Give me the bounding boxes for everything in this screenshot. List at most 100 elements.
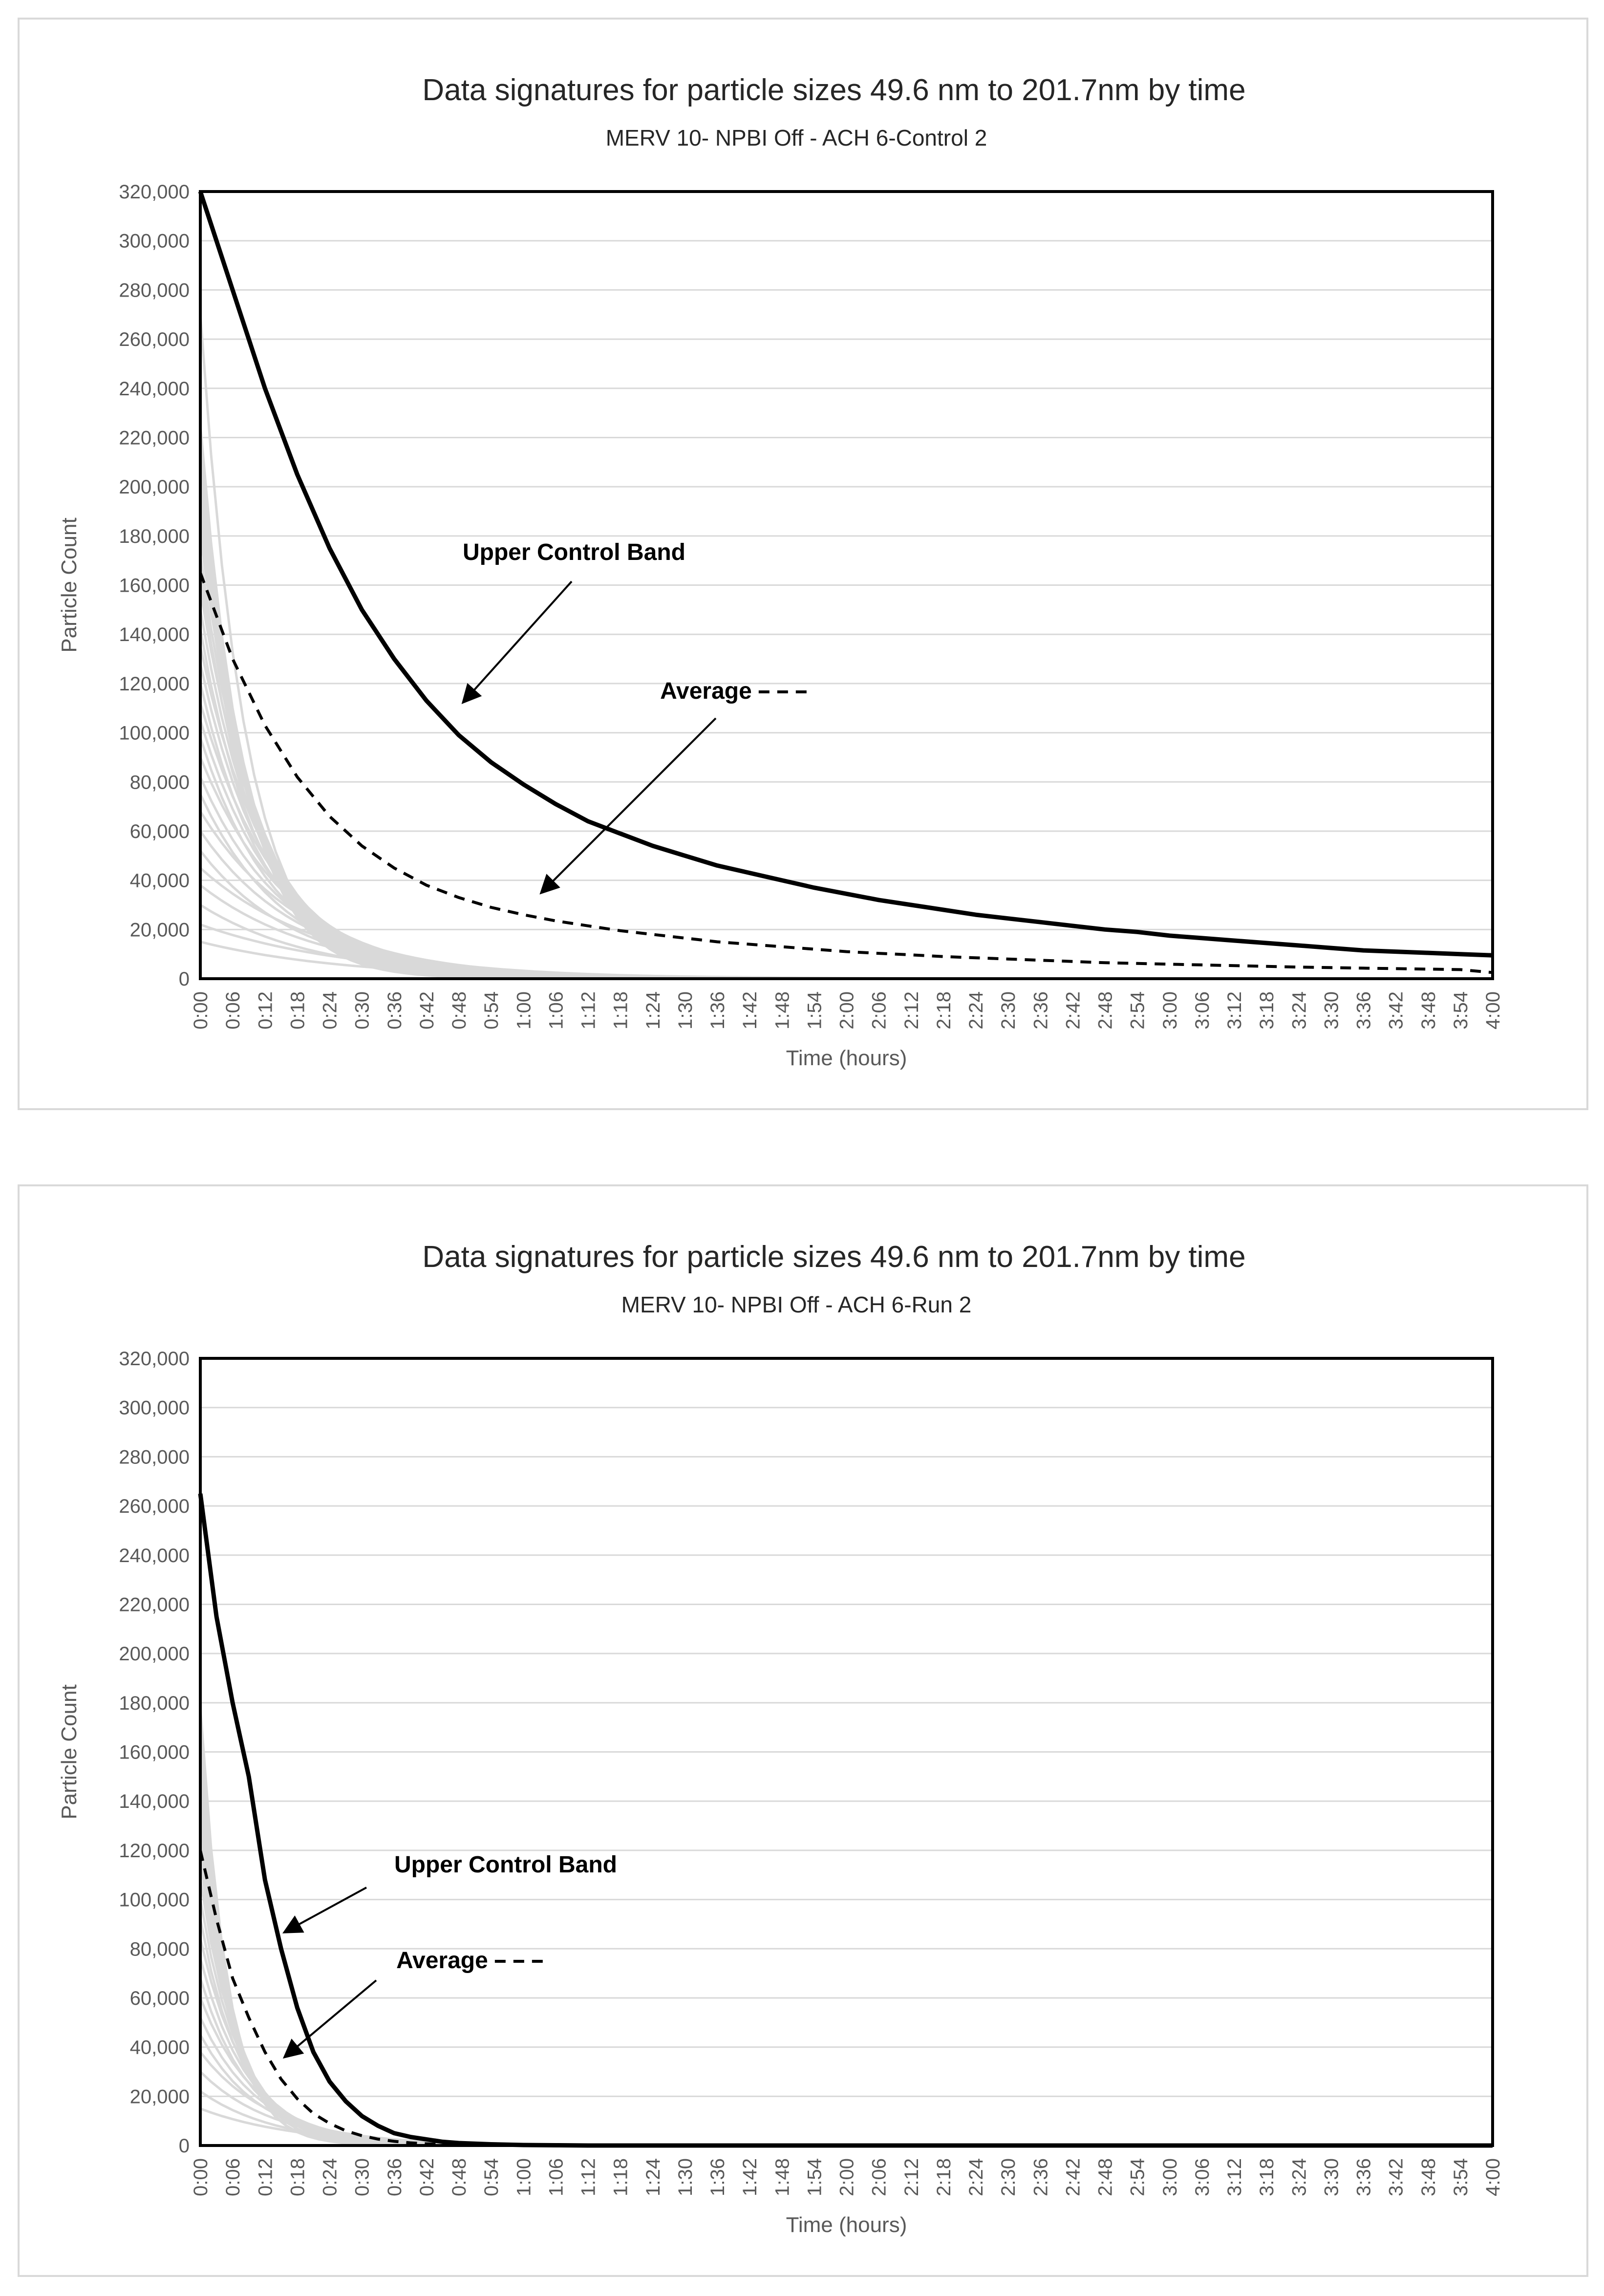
x-axis-label: Time (hours)	[786, 2213, 907, 2237]
x-tick-label: 3:00	[1159, 991, 1181, 1030]
y-tick-label: 320,000	[119, 1348, 190, 1370]
signature-line	[199, 1977, 1493, 2147]
x-tick-label: 3:48	[1418, 991, 1439, 1030]
x-tick-label: 2:54	[1127, 2158, 1149, 2196]
x-tick-label: 1:18	[610, 2158, 632, 2196]
y-tick-label: 200,000	[119, 476, 190, 498]
y-tick-label: 280,000	[119, 1446, 190, 1468]
x-tick-label: 3:06	[1192, 2158, 1213, 2196]
x-tick-label: 1:24	[642, 2158, 664, 2196]
y-tick-label: 220,000	[119, 1594, 190, 1615]
x-tick-label: 3:06	[1192, 991, 1213, 1030]
x-tick-label: 0:12	[255, 991, 276, 1030]
x-tick-label: 1:54	[804, 991, 825, 1030]
x-tick-label: 3:30	[1321, 2158, 1342, 2196]
signature-line	[199, 1958, 1493, 2147]
chart-title: Data signatures for particle sizes 49.6 …	[422, 1240, 1245, 1274]
x-tick-label: 4:00	[1482, 991, 1504, 1030]
y-tick-label: 180,000	[119, 526, 190, 547]
x-tick-label: 0:54	[481, 2158, 502, 2196]
signature-line	[199, 703, 1493, 980]
x-tick-label: 2:42	[1062, 991, 1084, 1030]
x-tick-label: 3:12	[1224, 2158, 1245, 2196]
signature-line	[199, 2017, 1493, 2147]
y-tick-label: 40,000	[130, 870, 190, 892]
x-tick-label: 0:36	[384, 2158, 406, 2196]
signature-line	[199, 1899, 1493, 2147]
signature-line	[199, 523, 1493, 980]
x-tick-label: 0:54	[481, 991, 502, 1030]
x-tick-label: 2:06	[869, 991, 890, 1030]
x-tick-label: 3:30	[1321, 991, 1342, 1030]
chart-subtitle: MERV 10- NPBI Off - ACH 6-Run 2	[621, 1292, 972, 1317]
signature-lines	[199, 1707, 1493, 2147]
x-tick-label: 2:24	[965, 991, 987, 1030]
x-tick-label: 0:06	[222, 991, 244, 1030]
signature-line	[199, 590, 1493, 980]
x-tick-label: 3:54	[1450, 991, 1472, 1030]
x-tick-label: 0:12	[255, 2158, 276, 2196]
x-tick-label: 1:06	[545, 2158, 567, 2196]
y-tick-label: 240,000	[119, 1545, 190, 1566]
x-tick-label: 3:24	[1288, 991, 1310, 1030]
y-tick-label: 140,000	[119, 1791, 190, 1812]
signature-line	[199, 474, 1493, 980]
x-tick-label: 2:18	[933, 991, 955, 1030]
signature-line	[199, 1997, 1493, 2147]
chart-run-svg: Data signatures for particle sizes 49.6 …	[57, 1240, 1504, 2237]
annotation-arrow	[282, 1887, 367, 1933]
upper-control-band-line	[198, 191, 1493, 958]
y-tick-label: 80,000	[130, 772, 190, 793]
y-tick-label: 260,000	[119, 1496, 190, 1517]
signature-line	[199, 1840, 1493, 2147]
y-tick-label: 40,000	[130, 2037, 190, 2059]
y-tick-label: 320,000	[119, 181, 190, 203]
x-tick-label: 2:30	[998, 2158, 1019, 2196]
chart-panel-run: Data signatures for particle sizes 49.6 …	[18, 1184, 1588, 2277]
y-tick-label: 120,000	[119, 1840, 190, 1862]
signature-line	[199, 498, 1493, 980]
y-tick-label: 180,000	[119, 1693, 190, 1714]
chart-title: Data signatures for particle sizes 49.6 …	[422, 73, 1245, 107]
signature-line	[199, 1764, 1493, 2147]
x-tick-label: 3:18	[1256, 991, 1278, 1030]
x-tick-label: 1:00	[513, 991, 535, 1030]
signature-line	[199, 1860, 1493, 2147]
y-tick-label: 300,000	[119, 1397, 190, 1419]
x-tick-label: 1:18	[610, 991, 632, 1030]
x-tick-label: 3:42	[1386, 991, 1407, 1030]
x-tick-label: 3:00	[1159, 2158, 1181, 2196]
signature-line	[199, 1919, 1493, 2147]
signature-line	[199, 776, 1493, 980]
signature-line	[199, 629, 1493, 980]
x-tick-label: 0:48	[449, 2158, 470, 2196]
x-tick-label: 1:42	[739, 991, 761, 1030]
x-tick-label: 4:00	[1482, 2158, 1504, 2196]
y-tick-label: 260,000	[119, 329, 190, 350]
x-tick-label: 3:42	[1386, 2158, 1407, 2196]
x-tick-label: 2:12	[901, 991, 922, 1030]
signature-line	[199, 720, 1493, 980]
x-axis-label: Time (hours)	[786, 1046, 907, 1070]
chart-subtitle: MERV 10- NPBI Off - ACH 6-Control 2	[606, 125, 987, 150]
x-tick-label: 1:12	[578, 2158, 599, 2196]
signature-line	[199, 664, 1493, 980]
x-tick-label: 0:24	[320, 2158, 341, 2196]
x-tick-label: 3:48	[1418, 2158, 1439, 2196]
signature-line	[199, 1879, 1493, 2147]
x-tick-label: 3:36	[1353, 991, 1375, 1030]
y-tick-label: 80,000	[130, 1938, 190, 1960]
signature-line	[199, 536, 1493, 980]
annotation-average: Average	[396, 1948, 488, 1974]
x-tick-label: 2:30	[998, 991, 1019, 1030]
y-axis-label: Particle Count	[57, 1684, 81, 1819]
x-tick-label: 0:18	[287, 991, 308, 1030]
x-tick-label: 0:30	[352, 2158, 373, 2196]
x-tick-label: 2:48	[1095, 991, 1116, 1030]
y-tick-label: 100,000	[119, 723, 190, 744]
y-tick-label: 160,000	[119, 575, 190, 597]
x-tick-label: 1:48	[771, 2158, 793, 2196]
x-tick-label: 1:48	[771, 991, 793, 1030]
x-tick-label: 2:36	[1030, 2158, 1051, 2196]
chart-control-svg: Data signatures for particle sizes 49.6 …	[57, 73, 1504, 1070]
